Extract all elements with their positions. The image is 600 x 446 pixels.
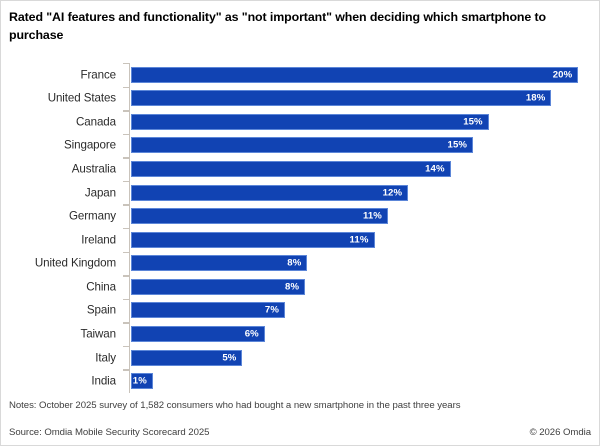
bar-value-label: 6% bbox=[244, 328, 259, 340]
category-label: China bbox=[86, 280, 116, 294]
bar[interactable]: 11% bbox=[130, 231, 375, 248]
axis-tick-mark bbox=[123, 345, 130, 348]
bar-rows: France 20% United States 18% Canada 15% Singap… bbox=[1, 63, 600, 393]
bar-value-label: 20% bbox=[552, 69, 573, 81]
bar-row: Italy 5% bbox=[1, 345, 600, 370]
bar-value-label: 5% bbox=[222, 352, 237, 364]
category-label: United Kingdom bbox=[34, 256, 116, 270]
bar[interactable]: 15% bbox=[130, 113, 489, 130]
bar-value-label: 1% bbox=[132, 375, 147, 387]
bar-chart-plot-area: France 20% United States 18% Canada 15% Singap… bbox=[1, 63, 600, 393]
bar-row: Taiwan 6% bbox=[1, 322, 600, 346]
bar-value-label: 8% bbox=[285, 281, 300, 293]
axis-tick-mark bbox=[123, 86, 130, 88]
bar-row: India 1% bbox=[1, 369, 600, 393]
bar-value-label: 8% bbox=[287, 257, 302, 269]
bar[interactable]: 5% bbox=[130, 349, 243, 366]
chart-title: Rated "AI features and functionality" as… bbox=[9, 10, 547, 43]
bar[interactable]: 20% bbox=[130, 66, 579, 83]
category-label: Australia bbox=[71, 162, 116, 176]
bar-value-label: 15% bbox=[463, 116, 483, 128]
bar[interactable]: 18% bbox=[130, 90, 552, 107]
axis-tick-mark bbox=[123, 110, 130, 112]
category-label: India bbox=[91, 374, 116, 388]
category-label: Taiwan bbox=[80, 327, 117, 341]
axis-tick-mark bbox=[123, 251, 130, 253]
bar-value-label: 14% bbox=[425, 163, 445, 175]
bar[interactable]: 7% bbox=[130, 302, 285, 319]
category-label: Italy bbox=[95, 351, 116, 365]
category-label: Singapore bbox=[64, 138, 116, 152]
axis-tick-mark bbox=[123, 133, 130, 136]
bar[interactable]: 15% bbox=[130, 137, 474, 154]
category-label: Germany bbox=[69, 209, 116, 223]
bar-row: Germany 11% bbox=[1, 204, 600, 228]
bar-row: Canada 15% bbox=[1, 110, 600, 134]
bar[interactable]: 11% bbox=[130, 208, 388, 225]
bar-value-label: 11% bbox=[349, 234, 369, 246]
axis-tick-mark bbox=[123, 157, 130, 159]
bar[interactable]: 8% bbox=[130, 255, 308, 272]
bar[interactable]: 8% bbox=[130, 278, 306, 295]
bar-value-label: 18% bbox=[525, 92, 546, 104]
bar[interactable]: 14% bbox=[130, 161, 451, 178]
bar-row: France 20% bbox=[1, 63, 600, 87]
bar-row: United Kingdom 8% bbox=[1, 251, 600, 276]
category-label: United States bbox=[47, 91, 116, 105]
axis-tick-mark bbox=[123, 369, 130, 371]
axis-tick-mark bbox=[123, 322, 130, 324]
bar-value-label: 7% bbox=[264, 304, 279, 316]
bar-row: Ireland 11% bbox=[1, 228, 600, 252]
axis-tick-mark bbox=[123, 228, 130, 230]
axis-tick-mark bbox=[123, 180, 130, 183]
bar-value-label: 11% bbox=[362, 210, 382, 222]
bar-row: China 8% bbox=[1, 275, 600, 299]
category-label: Spain bbox=[86, 303, 116, 317]
category-label: Ireland bbox=[81, 233, 116, 247]
bar-value-label: 12% bbox=[382, 187, 403, 199]
bar-row: Japan 12% bbox=[1, 180, 600, 205]
axis-tick-mark bbox=[123, 63, 130, 65]
bar[interactable]: 1% bbox=[130, 373, 153, 390]
bar[interactable]: 6% bbox=[130, 326, 265, 343]
bar-row: Australia 14% bbox=[1, 157, 600, 181]
bar-row: Singapore 15% bbox=[1, 133, 600, 158]
category-label: Japan bbox=[84, 186, 116, 200]
footer-notes: Notes: October 2025 survey of 1,582 cons… bbox=[9, 400, 461, 411]
axis-tick-mark bbox=[123, 298, 130, 301]
axis-tick-mark bbox=[123, 204, 130, 206]
category-label: Canada bbox=[75, 115, 116, 129]
bar-value-label: 15% bbox=[447, 139, 468, 151]
axis-tick-mark bbox=[123, 275, 130, 277]
footer-source: Source: Omdia Mobile Security Scorecard … bbox=[9, 427, 210, 438]
bar-row: Spain 7% bbox=[1, 298, 600, 323]
footer-copyright: © 2026 Omdia bbox=[529, 427, 591, 438]
bar[interactable]: 12% bbox=[130, 184, 409, 201]
bar-row: United States 18% bbox=[1, 86, 600, 111]
category-label: France bbox=[80, 68, 117, 82]
